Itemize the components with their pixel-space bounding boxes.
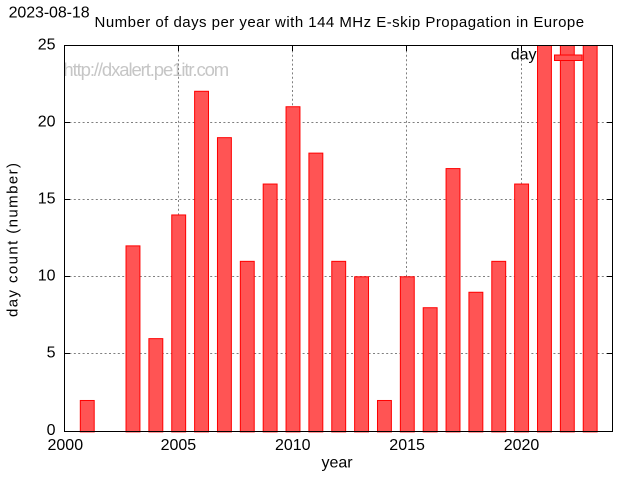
svg-text:10: 10 bbox=[38, 268, 56, 285]
svg-text:2023-08-18: 2023-08-18 bbox=[9, 4, 90, 21]
svg-text:year: year bbox=[321, 455, 353, 472]
svg-text:0: 0 bbox=[47, 422, 56, 439]
svg-text:15: 15 bbox=[38, 191, 56, 208]
svg-text:2005: 2005 bbox=[161, 437, 197, 454]
svg-text:http://dxalert.pe1itr.com: http://dxalert.pe1itr.com bbox=[63, 59, 229, 80]
svg-text:25: 25 bbox=[38, 37, 56, 54]
svg-text:5: 5 bbox=[47, 345, 56, 362]
svg-text:2000: 2000 bbox=[48, 437, 84, 454]
svg-text:Number of days per year with 1: Number of days per year with 144 MHz E-s… bbox=[95, 14, 585, 31]
svg-text:2020: 2020 bbox=[504, 437, 540, 454]
svg-text:day count (number): day count (number) bbox=[5, 163, 22, 317]
svg-text:day: day bbox=[511, 47, 537, 64]
svg-text:20: 20 bbox=[38, 114, 56, 131]
svg-text:2015: 2015 bbox=[389, 437, 425, 454]
svg-text:2010: 2010 bbox=[275, 437, 311, 454]
